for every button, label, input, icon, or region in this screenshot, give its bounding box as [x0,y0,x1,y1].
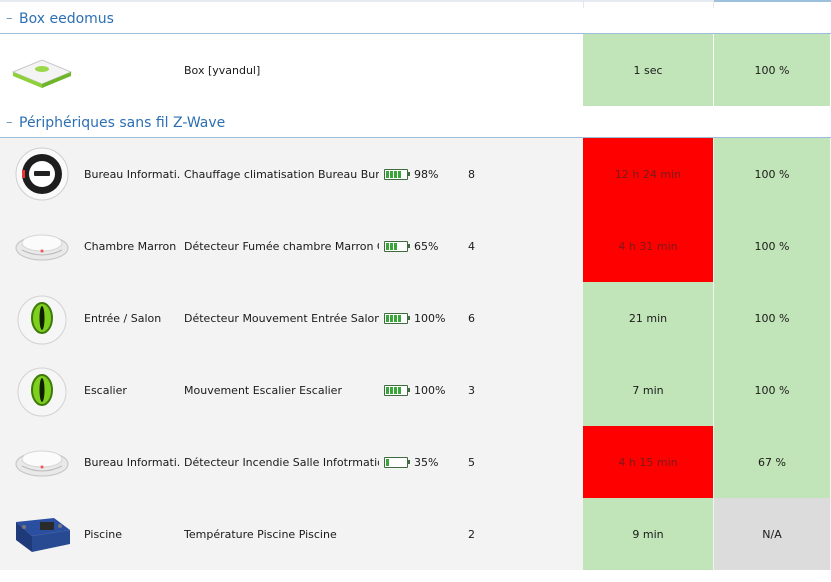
last-communication-cell: 4 h 15 min [583,426,713,498]
battery-cell: 100% [384,282,464,354]
room-cell: Bureau Informati... [84,167,180,181]
smoke-detector-icon [12,442,72,482]
signal-quality-cell: 100 % [714,354,830,426]
motion-sensor-icon [14,362,70,418]
battery-icon [384,168,410,180]
column-divider [713,0,714,8]
count-cell [468,34,508,106]
table-row[interactable]: Box [yvandul] 1 sec 100 % [0,34,831,107]
battery-level: 100% [414,311,446,325]
group-header-box-eedomus[interactable]: – Box eedomus [0,8,831,34]
last-communication-cell: 1 sec [583,34,713,106]
eedomus-box-icon [11,59,73,88]
table-row[interactable]: Bureau Informati... Détecteur Incendie Sa… [0,426,831,499]
room-cell: Bureau Informati... [84,455,180,469]
device-name-cell[interactable]: Box [yvandul] [184,63,261,77]
device-name-cell[interactable]: Détecteur Fumée chambre Marron C... [184,239,379,253]
count-cell: 4 [468,239,475,253]
group-title: Box eedomus [19,11,114,27]
table-row[interactable]: Chambre Marron Détecteur Fumée chambre Ma… [0,210,831,283]
battery-icon [384,384,410,396]
last-communication-cell: 21 min [583,282,713,354]
collapse-toggle[interactable]: – [6,11,13,26]
signal-quality-cell: 100 % [714,138,830,210]
device-name-cell[interactable]: Température Piscine Piscine [184,527,337,541]
device-name-cell[interactable]: Chauffage climatisation Bureau Bure... [184,167,379,181]
count-cell: 8 [468,167,475,181]
room-cell: Piscine [84,527,123,541]
device-image [6,354,78,426]
table-row[interactable]: Entrée / Salon Détecteur Mouvement Entrée… [0,282,831,355]
thermostat-icon [12,144,72,204]
relay-module-icon [10,512,74,556]
signal-quality-cell: 67 % [714,426,830,498]
group-title: Périphériques sans fil Z-Wave [19,115,226,131]
device-image [6,426,78,498]
battery-cell: 65% [384,210,464,282]
device-image [6,498,78,570]
device-name-cell[interactable]: Détecteur Incendie Salle Infotrmatiqu... [184,455,379,469]
device-image [6,138,78,210]
battery-cell: 100% [384,354,464,426]
device-image [6,282,78,354]
table-row[interactable]: Bureau Informati... Chauffage climatisati… [0,138,831,211]
room-cell: Chambre Marron [84,239,177,253]
battery-level: 100% [414,383,446,397]
count-cell: 5 [468,455,475,469]
collapse-toggle[interactable]: – [6,115,13,130]
battery-icon [384,456,410,468]
battery-icon [384,240,410,252]
room-cell [84,34,180,106]
battery-cell: 35% [384,426,464,498]
last-communication-cell: 12 h 24 min [583,138,713,210]
last-communication-cell: 9 min [583,498,713,570]
battery-level: 65% [414,239,439,253]
signal-quality-cell: 100 % [714,34,830,106]
signal-quality-cell: 100 % [714,210,830,282]
battery-level: 35% [414,455,439,469]
smoke-detector-icon [12,226,72,266]
table-row[interactable]: Escalier Mouvement Escalier Escalier 100% 3… [0,354,831,427]
battery-level: 98% [414,167,439,181]
battery-cell [384,498,464,570]
device-image [6,34,78,106]
last-communication-cell: 4 h 31 min [583,210,713,282]
signal-quality-cell: N/A [714,498,830,570]
device-name-cell[interactable]: Mouvement Escalier Escalier [184,383,342,397]
count-cell: 6 [468,311,475,325]
battery-cell: 98% [384,138,464,210]
count-cell: 2 [468,527,475,541]
battery-icon [384,312,410,324]
battery-cell [384,34,464,106]
count-cell: 3 [468,383,475,397]
group-header-zwave[interactable]: – Périphériques sans fil Z-Wave [0,112,831,138]
last-communication-cell: 7 min [583,354,713,426]
table-row[interactable]: Piscine Température Piscine Piscine 2 9 min… [0,498,831,571]
room-cell: Escalier [84,383,127,397]
motion-sensor-icon [14,290,70,346]
room-cell: Entrée / Salon [84,311,162,325]
column-divider [583,0,584,8]
top-border [0,0,831,2]
device-image [6,210,78,282]
signal-quality-cell: 100 % [714,282,830,354]
device-name-cell[interactable]: Détecteur Mouvement Entrée Salon E... [184,311,379,325]
